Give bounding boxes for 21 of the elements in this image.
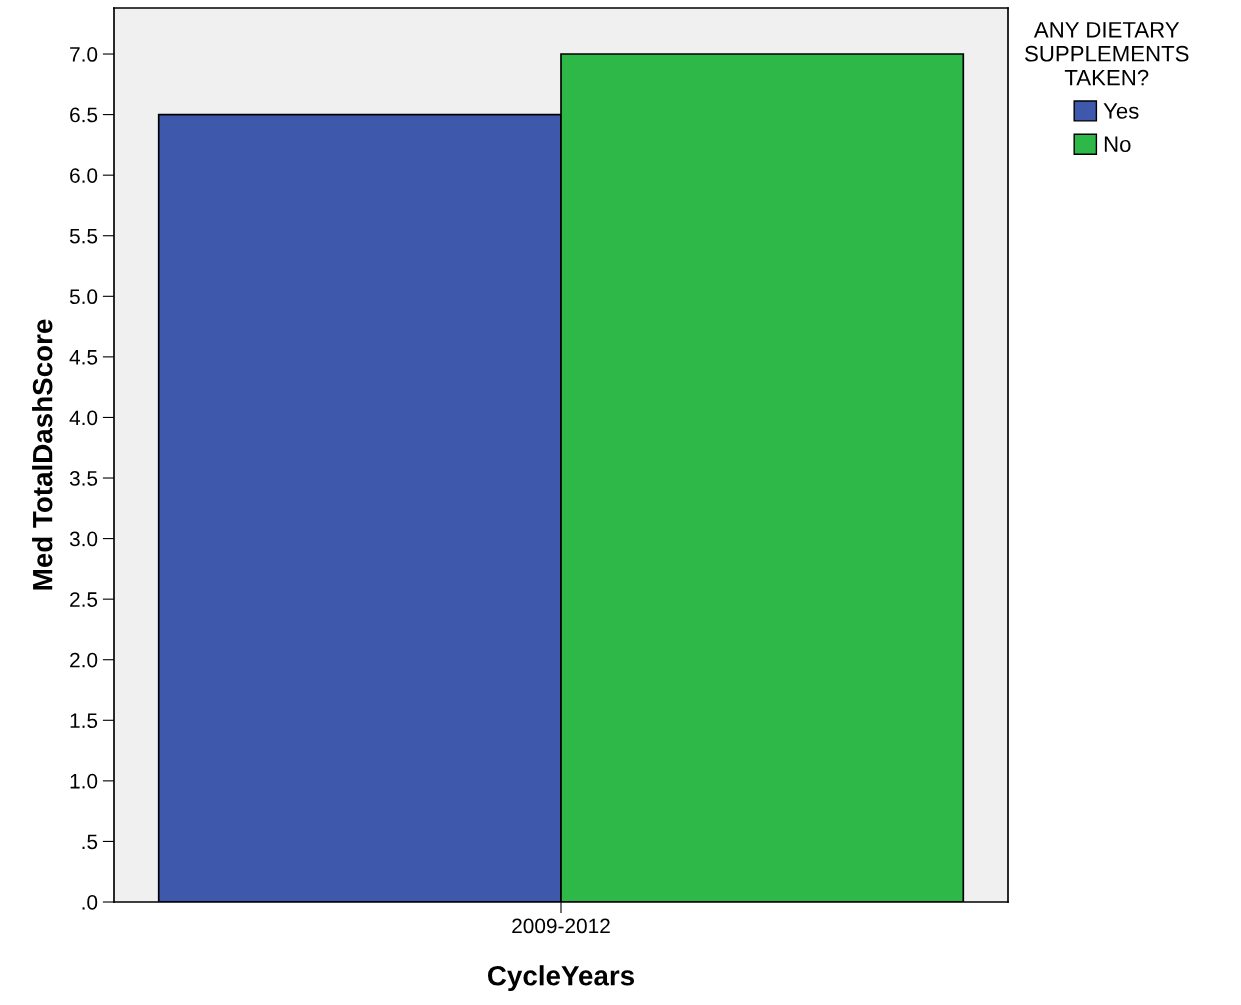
y-tick-label: .5 <box>82 834 98 850</box>
y-axis-title: Med TotalDashScore <box>32 319 53 590</box>
legend-label: No <box>1104 136 1131 153</box>
y-tick-label: 3.0 <box>69 531 98 547</box>
y-tick-label: 4.5 <box>69 350 98 365</box>
legend-label: Yes <box>1103 103 1139 119</box>
y-tick-label: 6.5 <box>70 107 98 123</box>
y-tick-label: 1.0 <box>70 773 98 789</box>
y-tick-label: 6.0 <box>70 168 98 183</box>
y-tick-label: 5.0 <box>69 289 98 305</box>
y-tick-label: 2.5 <box>70 592 98 607</box>
y-tick-label: 4.0 <box>69 410 98 426</box>
y-tick-label: .0 <box>82 895 98 910</box>
y-tick-label: 5.5 <box>69 228 98 244</box>
y-tick-label: 1.5 <box>70 713 98 729</box>
y-tick-label: 3.5 <box>69 471 98 486</box>
legend-title: ANY DIETARY SUPPLEMENTS TAKEN? <box>1025 22 1189 86</box>
x-axis-title: CycleYears <box>488 965 634 992</box>
y-tick-label: 7.0 <box>70 47 98 62</box>
y-tick-label: 2.0 <box>70 652 98 668</box>
x-tick-label: 2009-2012 <box>512 918 610 934</box>
